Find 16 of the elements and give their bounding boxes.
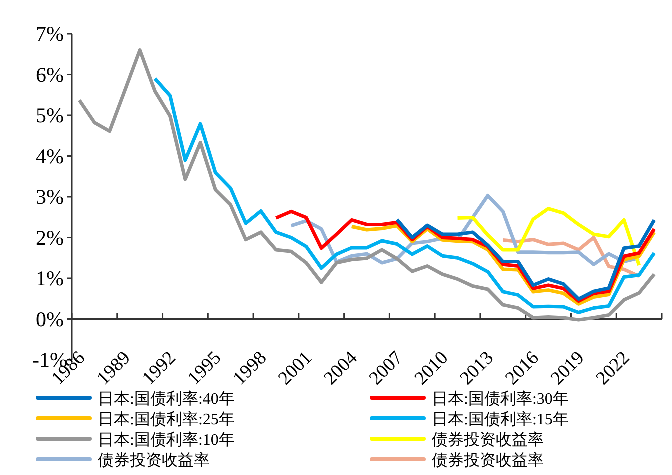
y-tick-label: 2%: [36, 226, 64, 250]
y-tick-label: 0%: [36, 307, 64, 332]
y-tick-label: 1%: [36, 266, 64, 290]
y-tick-label: 3%: [36, 185, 64, 209]
legend-label: 债券投资收益率: [98, 452, 210, 470]
legend-label: 日本:国债利率:15年: [432, 410, 569, 428]
legend-label: 日本:国债利率:40年: [98, 390, 235, 408]
y-tick-label: 7%: [36, 22, 64, 46]
y-tick-label: 6%: [36, 62, 64, 87]
y-tick-label: 5%: [36, 104, 64, 128]
y-tick-label: 4%: [36, 144, 64, 168]
legend-label: 债券投资收益率: [432, 452, 544, 470]
legend-label: 日本:国债利率:30年: [432, 390, 569, 408]
legend-label: 日本:国债利率:10年: [98, 431, 235, 449]
legend-label: 日本:国债利率:25年: [98, 410, 235, 428]
legend-label: 债券投资收益率: [432, 431, 544, 449]
